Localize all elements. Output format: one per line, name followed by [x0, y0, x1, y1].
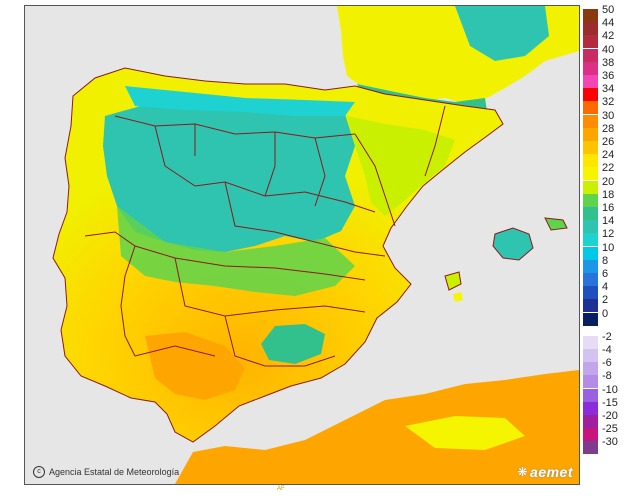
legend-swatch — [583, 101, 598, 115]
legend-swatch — [583, 299, 598, 313]
legend-label: 34 — [602, 83, 615, 96]
aemet-logo-icon: ❋ — [517, 465, 529, 479]
legend-label: 14 — [602, 215, 615, 228]
legend-swatch — [583, 22, 598, 36]
footer-mark: AF — [277, 486, 285, 492]
legend-swatch — [583, 335, 598, 349]
legend-label: 28 — [602, 122, 615, 135]
legend-swatch — [583, 375, 598, 389]
legend-swatch — [583, 349, 598, 362]
north-africa-land — [175, 370, 579, 484]
agency-credit: c Agencia Estatal de Meteorología — [33, 466, 179, 478]
legend-label: 32 — [602, 96, 615, 109]
legend-label: 2 — [602, 294, 609, 307]
legend-label: 20 — [602, 175, 615, 188]
legend-label: 44 — [602, 17, 615, 30]
legend-swatch — [583, 193, 598, 207]
legend-label: -2 — [602, 330, 612, 343]
legend-swatch — [583, 362, 598, 376]
aemet-logo: ❋ aemet — [517, 464, 573, 480]
legend-label: 0 — [602, 307, 609, 320]
legend-label: -4 — [602, 344, 612, 356]
legend-swatch — [583, 388, 598, 402]
legend-label: 8 — [602, 254, 609, 267]
legend-label: -6 — [602, 357, 612, 370]
legend-label: 18 — [602, 188, 615, 201]
guadalquivir-hot-zone — [145, 332, 245, 400]
betic-cool-zone — [261, 324, 325, 364]
temperature-map: c Agencia Estatal de Meteorología ❋ aeme… — [24, 5, 580, 485]
legend-swatch — [583, 141, 598, 154]
agency-credit-text: Agencia Estatal de Meteorología — [49, 467, 180, 477]
legend-label: 40 — [602, 43, 615, 56]
legend-swatch — [583, 48, 598, 62]
legend-label: 42 — [602, 30, 615, 43]
legend-label: -8 — [602, 370, 612, 383]
mallorca — [493, 228, 533, 260]
legend-label: 36 — [602, 70, 615, 82]
legend-swatch — [583, 114, 598, 128]
legend-swatch — [583, 127, 598, 141]
ebro-warm-zone — [347, 116, 455, 216]
legend-label: -15 — [602, 396, 618, 409]
copyright-icon: c — [33, 466, 45, 478]
legend-label: 10 — [602, 241, 615, 254]
aemet-logo-text: aemet — [530, 464, 573, 480]
legend-swatch — [583, 415, 598, 428]
legend-label: 24 — [602, 149, 615, 162]
menorca — [545, 218, 567, 230]
legend-label: -30 — [602, 436, 618, 449]
legend-swatch — [583, 220, 598, 234]
legend-label: 50 — [602, 4, 615, 16]
legend-swatch — [583, 286, 598, 300]
legend-label: 16 — [602, 202, 615, 214]
legend-swatch — [583, 61, 598, 75]
legend-label: -20 — [602, 410, 618, 422]
legend-swatch — [583, 273, 598, 286]
legend-swatch — [583, 428, 598, 442]
mid-green-zone — [117, 206, 355, 296]
legend-label: 26 — [602, 136, 615, 148]
legend-label: 12 — [602, 228, 615, 241]
legend-swatch — [583, 154, 598, 168]
legend-swatch — [583, 88, 598, 102]
legend-label: 30 — [602, 109, 615, 122]
legend-label: 4 — [602, 281, 609, 294]
legend-swatch — [583, 35, 598, 49]
legend-swatch — [583, 167, 598, 181]
legend-label: 22 — [602, 162, 615, 175]
region-borders — [52, 67, 568, 443]
legend-label: 38 — [602, 56, 615, 69]
legend-swatch — [583, 312, 598, 326]
temperature-legend: 50 44 42 40 38 36 34 32 30 28 26 24 22 20 18 16 14 12 10 8 6… — [583, 4, 629, 489]
legend-swatch — [583, 233, 598, 247]
legend-swatch — [583, 75, 598, 88]
legend-label: 6 — [602, 268, 609, 280]
legend-swatch — [583, 246, 598, 260]
legend-swatch — [583, 401, 598, 415]
legend-label: -10 — [602, 383, 618, 396]
legend-label: -25 — [602, 423, 618, 436]
alps-cool-zone — [455, 6, 549, 61]
atlas-cool-zone — [405, 416, 525, 450]
legend-swatch — [583, 207, 598, 220]
legend-swatch — [583, 180, 598, 194]
formentera — [453, 292, 463, 302]
meseta-cool-zone — [103, 98, 355, 252]
legend-swatch — [583, 441, 598, 455]
legend-swatch — [583, 9, 598, 22]
cantabrian-zone — [125, 86, 355, 116]
map-canvas — [25, 6, 579, 484]
legend-swatch — [583, 259, 598, 273]
